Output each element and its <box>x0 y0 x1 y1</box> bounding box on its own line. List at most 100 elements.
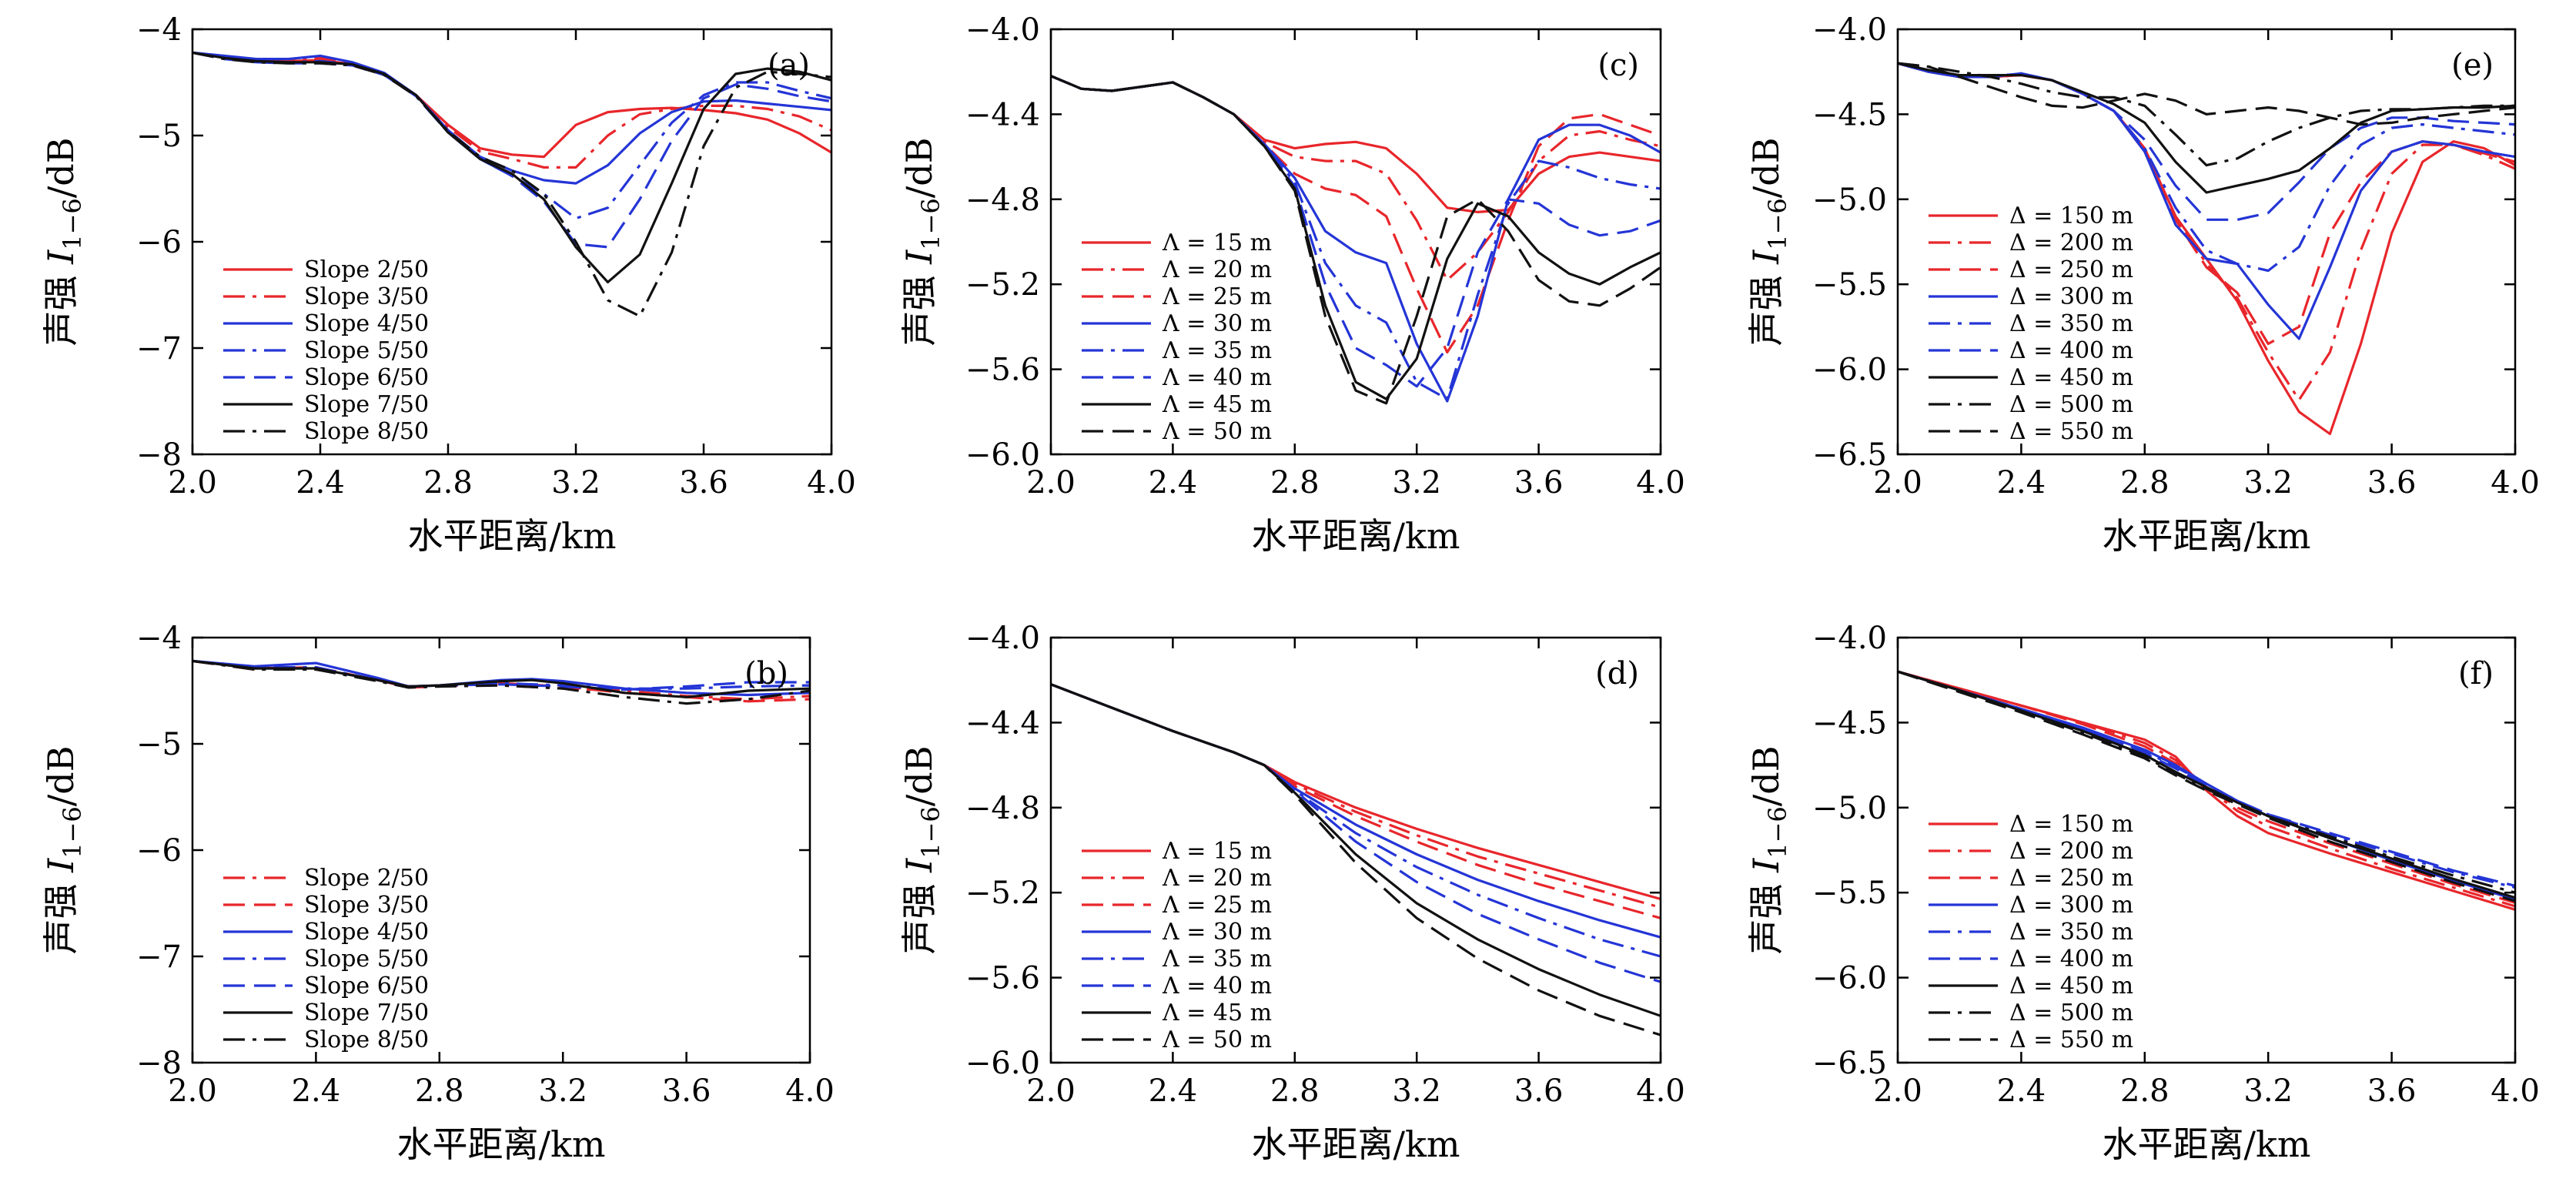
y-tick-label: −4 <box>136 621 182 656</box>
series-group-e <box>1898 62 2515 436</box>
y-axis-label: 声强 I1−6/dB <box>898 745 945 954</box>
x-tick-label: 2.4 <box>1997 1073 2046 1109</box>
legend-d: Λ = 15 mΛ = 20 mΛ = 25 mΛ = 30 mΛ = 35 m… <box>1082 838 1272 1053</box>
legend-entry: Δ = 550 m <box>2009 418 2133 445</box>
series-line-a-5 <box>192 51 831 283</box>
x-axis-label: 水平距离/km <box>2103 515 2311 557</box>
y-tick-label: −4.4 <box>965 705 1040 741</box>
legend-entry: Δ = 400 m <box>2009 337 2133 364</box>
legend-entry: Λ = 15 m <box>1162 838 1272 865</box>
y-axis-label-sub: 1−6 <box>58 806 87 859</box>
y-axis-label-prefix: 声强 <box>40 264 82 347</box>
y-axis-label-var: I <box>1745 858 1787 873</box>
x-axis-label: 水平距离/km <box>397 1123 606 1165</box>
x-tick-label: 4.0 <box>2491 465 2540 501</box>
series-line-d-7 <box>1051 683 1661 1036</box>
y-axis-label: 声强 I1−6/dB <box>898 137 945 346</box>
x-tick-label: 2.4 <box>292 1073 341 1109</box>
y-axis-label-var: I <box>1745 249 1787 265</box>
y-axis-label-prefix: 声强 <box>898 872 940 955</box>
series-group-b <box>192 659 810 705</box>
x-tick-label: 3.6 <box>2367 465 2417 501</box>
legend-entry: Slope 8/50 <box>304 418 429 445</box>
legend-entry: Slope 6/50 <box>304 973 429 1000</box>
series-group-c <box>1051 75 1661 405</box>
x-tick-label: 2.8 <box>415 1073 464 1109</box>
y-axis-label-prefix: 声强 <box>1745 872 1787 955</box>
series-line-f-8 <box>1898 670 2515 902</box>
x-axis-label: 水平距离/km <box>408 515 617 557</box>
legend-entry: Δ = 400 m <box>2009 946 2133 973</box>
x-tick-label: 2.8 <box>2120 465 2170 501</box>
x-tick-label: 4.0 <box>785 1073 835 1109</box>
series-line-a-0 <box>192 51 831 159</box>
series-line-c-0 <box>1051 75 1661 213</box>
y-tick-label: −5.6 <box>965 961 1040 996</box>
y-axis-label-unit: /dB <box>898 745 940 806</box>
legend-entry: Δ = 250 m <box>2009 256 2133 283</box>
y-tick-label: −4.0 <box>965 621 1040 656</box>
x-tick-label: 2.0 <box>168 1073 217 1109</box>
y-tick-label: −6.0 <box>1812 961 1887 996</box>
y-axis-label: 声强 I1−6/dB <box>40 137 87 346</box>
x-tick-label: 3.2 <box>1392 1073 1441 1109</box>
panel-c: 2.0 2.4 2.8 3.2 3.6 4.0 −4.0 −4.4 −4.8 −5.2 −5.6 −6… <box>898 12 1685 557</box>
legend-entry: Λ = 40 m <box>1162 973 1272 1000</box>
legend-entry: Λ = 50 m <box>1162 1026 1272 1053</box>
y-tick-label: −5.2 <box>965 267 1040 303</box>
x-tick-label: 3.6 <box>1514 1073 1564 1109</box>
y-axis-label-unit: /dB <box>898 137 940 198</box>
y-axis-label-sub: 1−6 <box>916 806 945 859</box>
y-axis-label-sub: 1−6 <box>1763 198 1792 250</box>
panel-e: 2.0 2.4 2.8 3.2 3.6 4.0 −4.0 −4.5 −5.0 −5.5 −6.0 −6… <box>1745 12 2540 557</box>
series-line-a-3 <box>192 51 831 220</box>
legend-entry: Λ = 30 m <box>1162 310 1272 337</box>
x-tick-label: 2.8 <box>2120 1073 2170 1109</box>
series-group-d <box>1051 683 1661 1036</box>
y-tick-label: −4.8 <box>965 182 1040 218</box>
y-axis-label-unit: /dB <box>40 137 82 198</box>
panel-tag-d: (d) <box>1595 656 1639 691</box>
series-line-d-6 <box>1051 683 1661 1017</box>
x-axis-label: 水平距离/km <box>1252 1123 1460 1165</box>
series-line-a-1 <box>192 51 831 169</box>
panel-tag-a: (a) <box>768 48 810 83</box>
plot-frame-a <box>191 28 833 456</box>
y-axis-label: 声强 I1−6/dB <box>40 745 87 954</box>
x-tick-label: 3.6 <box>2367 1073 2417 1109</box>
y-axis-label-unit: /dB <box>1745 137 1787 198</box>
legend-entry: Δ = 500 m <box>2009 391 2133 418</box>
x-tick-label: 2.4 <box>1149 465 1198 501</box>
y-tick-label: −8 <box>136 1046 182 1081</box>
x-tick-label: 2.0 <box>1873 1073 1922 1109</box>
x-tick-label: 4.0 <box>2491 1073 2540 1109</box>
legend-entry: Slope 2/50 <box>304 256 429 283</box>
y-tick-label: −4 <box>136 12 182 48</box>
series-line-c-2 <box>1051 75 1661 354</box>
y-axis-label-var: I <box>898 858 940 873</box>
panel-tag-c: (c) <box>1597 48 1639 83</box>
y-tick-label: −6.0 <box>965 1046 1040 1081</box>
series-line-c-3 <box>1051 75 1661 403</box>
y-tick-label: −4.0 <box>965 12 1040 48</box>
series-line-a-2 <box>192 51 831 185</box>
y-tick-label: −7 <box>136 331 182 367</box>
y-tick-label: −4.8 <box>965 791 1040 826</box>
x-tick-label: 2.0 <box>1026 465 1076 501</box>
y-tick-label: −6.5 <box>1812 1046 1887 1081</box>
legend-entry: Slope 4/50 <box>304 310 429 337</box>
x-tick-label: 2.8 <box>423 465 473 501</box>
legend-entry: Λ = 40 m <box>1162 364 1272 391</box>
plot-frame-d <box>1049 636 1662 1064</box>
y-axis-label-var: I <box>40 858 82 873</box>
x-tick-label: 2.4 <box>296 465 345 501</box>
legend-entry: Δ = 450 m <box>2009 973 2133 1000</box>
y-axis-label-unit: /dB <box>1745 745 1787 806</box>
legend-entry: Δ = 300 m <box>2009 283 2133 310</box>
legend-entry: Δ = 350 m <box>2009 310 2133 337</box>
legend-entry: Λ = 20 m <box>1162 256 1272 283</box>
panel-tag-e: (e) <box>2451 48 2494 83</box>
series-line-c-7 <box>1051 75 1661 405</box>
